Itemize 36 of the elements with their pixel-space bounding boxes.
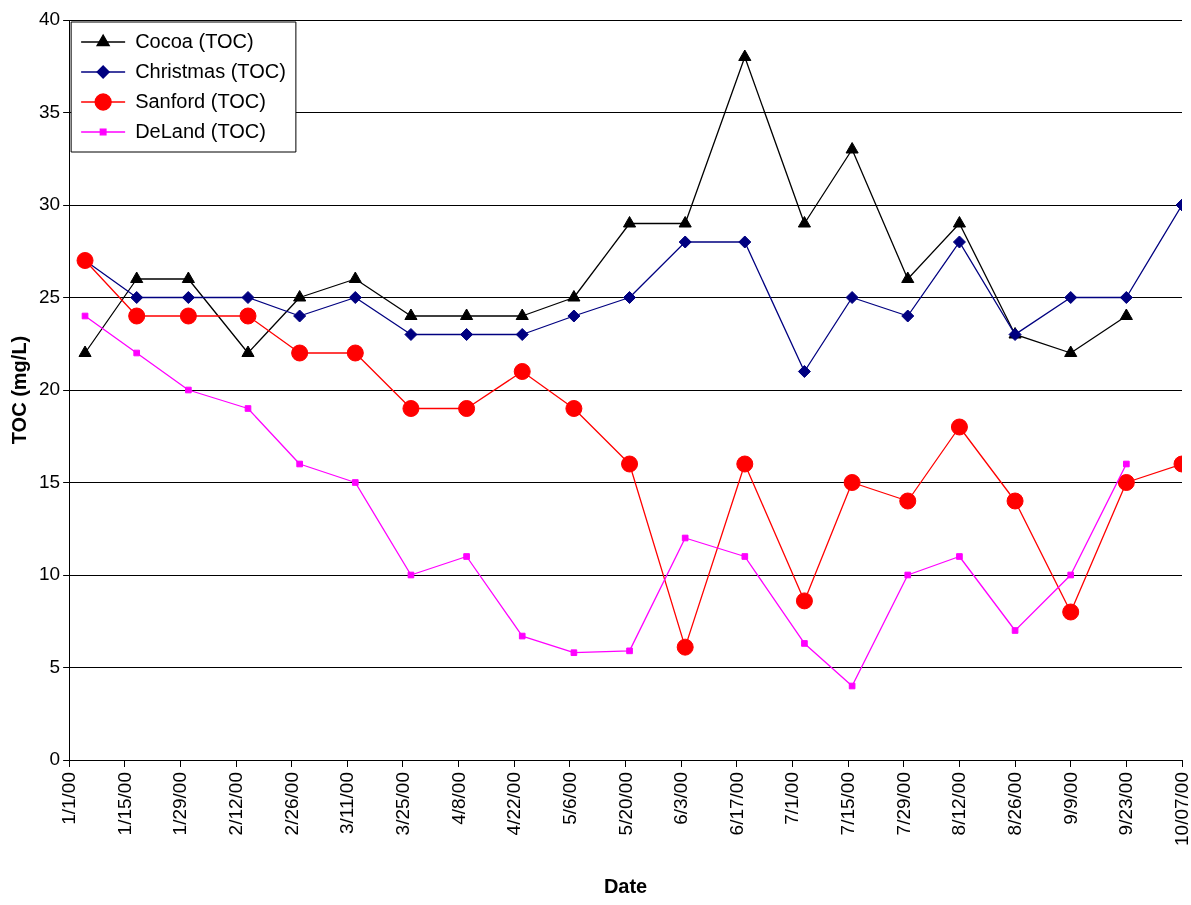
x-tick-label: 2/12/00 [225, 772, 248, 836]
legend-label: DeLand (TOC) [135, 119, 266, 142]
x-tick-label: 4/22/00 [503, 772, 526, 836]
x-tick-label: 3/25/00 [391, 772, 414, 836]
y-axis-title: TOC (mg/L) [7, 335, 30, 445]
legend-label: Sanford (TOC) [135, 89, 266, 112]
x-tick-label: 3/11/00 [336, 772, 359, 834]
y-tick-label: 15 [38, 470, 61, 492]
x-tick-label: 4/8/00 [447, 772, 470, 825]
y-tick-label: 0 [49, 748, 61, 770]
x-tick-label: 1/15/00 [113, 772, 136, 836]
y-tick-label: 10 [38, 563, 61, 585]
x-tick-label: 8/12/00 [948, 772, 971, 836]
x-tick-label: 7/1/00 [781, 772, 804, 825]
y-tick-label: 5 [49, 655, 61, 677]
y-tick-label: 40 [38, 8, 61, 30]
x-tick-label: 5/20/00 [614, 772, 637, 836]
x-axis-title: Date [603, 874, 648, 897]
y-tick-label: 20 [38, 378, 61, 400]
x-tick-label: 1/29/00 [169, 772, 192, 836]
x-tick-label: 5/6/00 [558, 772, 581, 825]
x-tick-label: 6/3/00 [670, 772, 693, 825]
x-tick-label: 9/23/00 [1115, 772, 1138, 836]
x-tick-label: 7/15/00 [837, 772, 860, 836]
x-tick-label: 6/17/00 [725, 772, 748, 836]
x-tick-label: 9/9/00 [1059, 772, 1082, 825]
y-tick-label: 25 [38, 285, 61, 307]
x-tick-label: 2/26/00 [280, 772, 303, 836]
legend-label: Cocoa (TOC) [135, 29, 254, 52]
x-tick-label: 7/29/00 [892, 772, 915, 836]
legend-label: Christmas (TOC) [135, 59, 286, 82]
y-tick-label: 30 [38, 193, 61, 215]
x-tick-label: 1/1/00 [58, 772, 81, 825]
x-tick-label: 10/07/00 [1171, 772, 1191, 846]
y-tick-label: 35 [38, 100, 61, 122]
x-tick-label: 8/26/00 [1004, 772, 1027, 836]
